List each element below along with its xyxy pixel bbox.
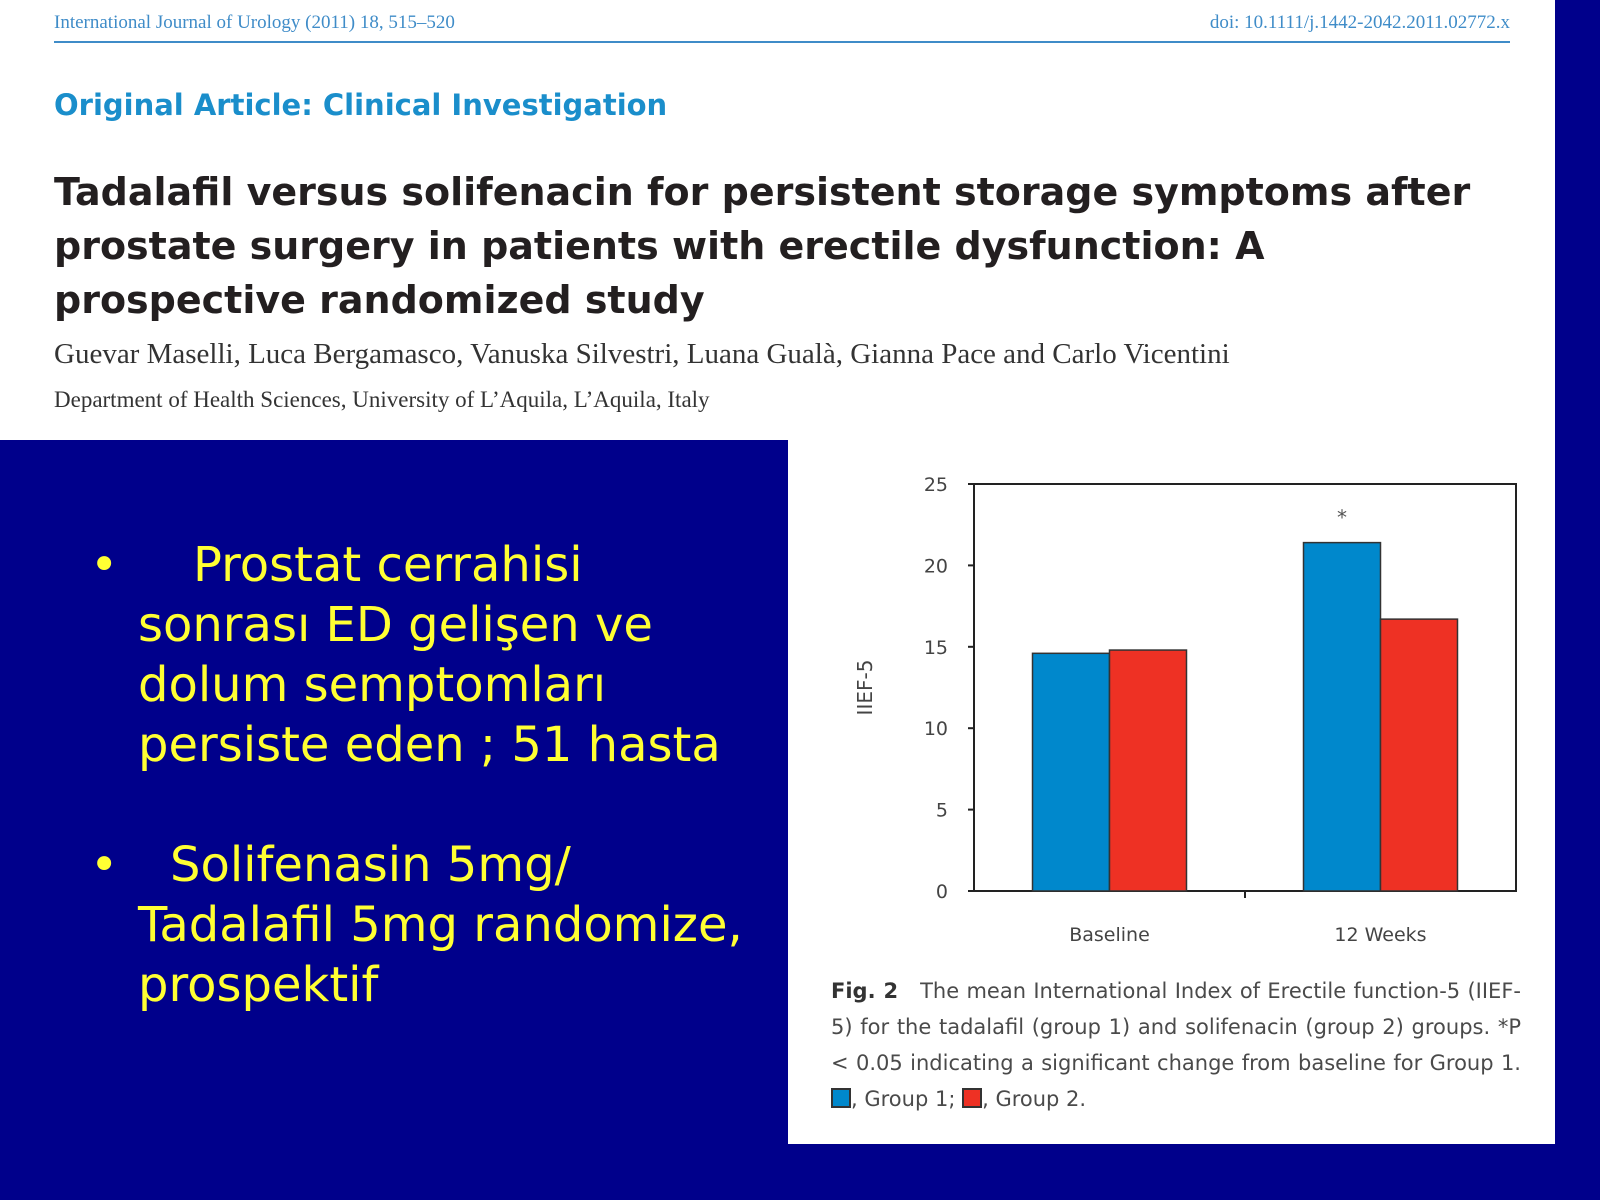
x-tick-label: 12 Weeks xyxy=(1334,924,1426,946)
doi-link[interactable]: doi: 10.1111/j.1442-2042.2011.02772.x xyxy=(1209,12,1510,33)
y-tick-label: 15 xyxy=(924,637,948,659)
article-header: International Journal of Urology (2011) … xyxy=(0,0,1555,440)
bullet-marker: • xyxy=(90,837,119,893)
y-axis-label: IIEF-5 xyxy=(853,660,877,716)
figure-label: Fig. 2 xyxy=(831,979,899,1003)
bullet-marker: • xyxy=(90,537,119,593)
bar xyxy=(1108,649,1188,892)
y-tick-label: 25 xyxy=(924,474,948,496)
bullet-text: Prostat cerrahisi sonrası ED gelişen ve … xyxy=(138,537,721,773)
journal-citation: International Journal of Urology (2011) … xyxy=(54,12,455,33)
x-tick-label: Baseline xyxy=(1069,924,1150,946)
bar xyxy=(1031,652,1111,892)
caption-text: The mean International Index of Erectile… xyxy=(831,979,1521,1075)
article-type: Original Article: Clinical Investigation xyxy=(54,88,668,122)
bar xyxy=(1302,541,1382,892)
bullet-item: • Solifenasin 5mg/ Tadalafil 5mg randomi… xyxy=(90,835,770,1015)
affiliation: Department of Health Sciences, Universit… xyxy=(54,387,710,412)
figure-caption: Fig. 2 The mean International Index of E… xyxy=(831,973,1521,1117)
legend-group2: , Group 2. xyxy=(982,1087,1087,1111)
bar xyxy=(1379,618,1459,892)
journal-line: International Journal of Urology (2011) … xyxy=(54,12,1510,34)
bar-chart: 0 5 10 15 20 25 IIEF-5 Baseline 12 Weeks * xyxy=(853,474,1517,946)
group2-swatch xyxy=(962,1088,983,1108)
y-tick-label: 10 xyxy=(924,718,948,740)
figure-panel: 0 5 10 15 20 25 IIEF-5 Baseline 12 Weeks * Fig. 2… xyxy=(788,440,1555,1144)
legend-group1: , Group 1; xyxy=(851,1087,956,1111)
authors: Guevar Maselli, Luca Bergamasco, Vanuska… xyxy=(54,338,1230,370)
article-title: Tadalafil versus solifenacin for persist… xyxy=(54,170,1471,322)
y-tick-label: 5 xyxy=(936,800,948,822)
y-tick-label: 20 xyxy=(924,555,948,577)
bullet-text: Solifenasin 5mg/ Tadalafil 5mg randomize… xyxy=(138,837,743,1013)
significance-marker: * xyxy=(1337,506,1347,530)
header-divider xyxy=(54,41,1510,43)
bullet-item: • Prostat cerrahisi sonrası ED gelişen v… xyxy=(90,535,770,775)
bullet-list: • Prostat cerrahisi sonrası ED gelişen v… xyxy=(90,535,770,1075)
group1-swatch xyxy=(831,1088,851,1108)
y-tick-label: 0 xyxy=(936,881,948,903)
